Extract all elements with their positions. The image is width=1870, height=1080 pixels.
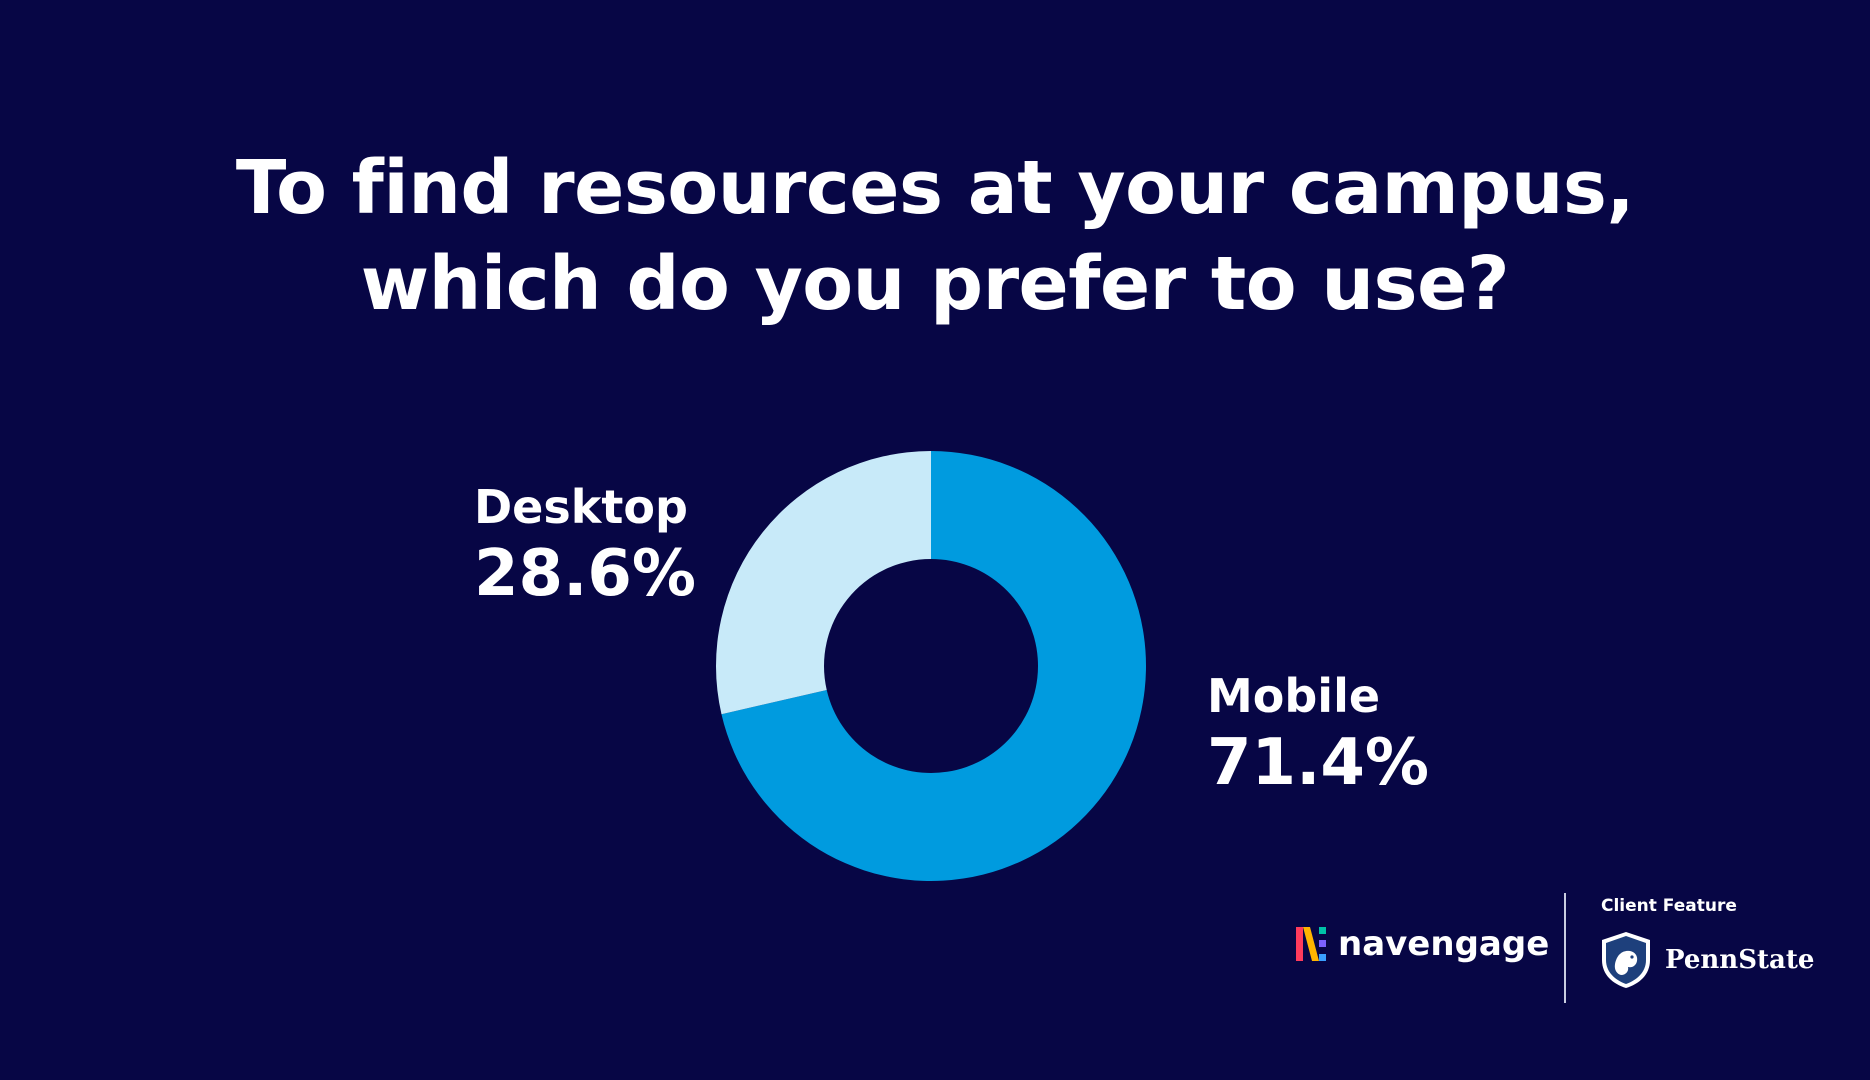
pennstate-brand-text: PennState <box>1665 945 1815 975</box>
title-line-1: To find resources at your campus, <box>235 145 1635 231</box>
donut-slice-desktop <box>715 451 931 715</box>
desktop-label-percent: 28.6% <box>474 537 697 611</box>
footer-divider <box>1564 893 1566 1003</box>
donut-slice-mobile <box>721 451 1146 881</box>
title-line-2: which do you prefer to use? <box>360 241 1510 327</box>
pennstate-shield-icon <box>1602 932 1650 988</box>
mobile-label-percent: 71.4% <box>1207 726 1430 800</box>
mobile-label-name: Mobile <box>1207 669 1381 723</box>
navengage-logo-icon <box>1296 927 1326 961</box>
chart-title: To find resources at your campus, which … <box>0 140 1870 332</box>
client-feature-label: Client Feature <box>1601 896 1737 916</box>
navengage-brand: navengage <box>1296 924 1549 964</box>
mobile-slice-label: Mobile 71.4% <box>1207 667 1429 801</box>
desktop-label-name: Desktop <box>474 480 688 534</box>
pennstate-brand: PennState <box>1599 930 1814 990</box>
navengage-brand-text: navengage <box>1338 924 1550 964</box>
desktop-slice-label: Desktop 28.6% <box>474 478 697 612</box>
